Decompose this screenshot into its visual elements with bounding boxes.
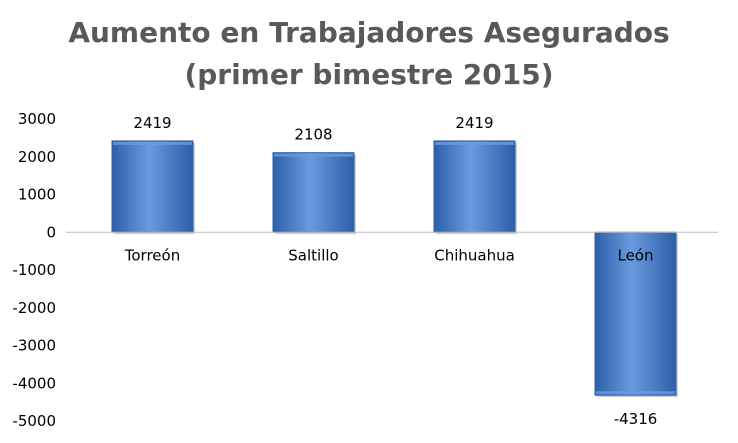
- data-label: 2108: [294, 126, 332, 144]
- chart-title-line-2: (primer bimestre 2015): [184, 58, 554, 91]
- bar: [272, 152, 355, 233]
- bar-bevel: [113, 141, 192, 145]
- bars: [111, 140, 678, 398]
- bar-bevel: [596, 391, 675, 395]
- category-label: Saltillo: [288, 246, 338, 264]
- bar-bevel: [435, 141, 514, 145]
- y-tick-label: -2000: [12, 299, 56, 317]
- y-tick-label: -5000: [12, 412, 56, 430]
- data-labels: 2419 2108 2419 -4316: [133, 114, 657, 428]
- data-label: 2419: [455, 114, 493, 132]
- y-tick-label: 2000: [18, 148, 56, 166]
- data-label: -4316: [614, 410, 658, 428]
- y-tick-label: 3000: [18, 110, 56, 128]
- y-axis-ticks: 3000 2000 1000 0 -1000 -2000 -3000 -4000 -5000: [12, 110, 56, 430]
- y-tick-label: -1000: [12, 261, 56, 279]
- bar-bevel: [274, 153, 353, 157]
- y-tick-label: -3000: [12, 337, 56, 355]
- bar: [433, 140, 516, 233]
- category-label: Chihuahua: [434, 246, 515, 264]
- data-label: 2419: [133, 114, 171, 132]
- y-tick-label: -4000: [12, 374, 56, 392]
- y-tick-label: 0: [46, 223, 56, 241]
- category-label: León: [617, 246, 653, 264]
- bar: [111, 140, 194, 233]
- chart-title-line-1: Aumento en Trabajadores Asegurados: [68, 16, 670, 49]
- category-label: Torreón: [124, 246, 180, 264]
- y-tick-label: 1000: [18, 186, 56, 204]
- category-labels: Torreón Saltillo Chihuahua León: [124, 246, 654, 264]
